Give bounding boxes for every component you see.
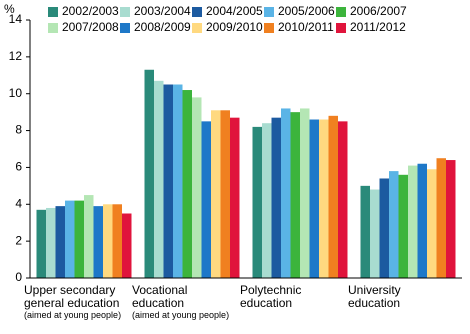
x-tick-label: University education: [348, 284, 448, 310]
legend-swatch: [336, 23, 346, 33]
y-tick-label: 6: [15, 160, 22, 174]
bar: [74, 200, 84, 278]
bar: [55, 206, 65, 278]
bar: [173, 84, 183, 278]
legend-label: 2004/2005: [206, 4, 263, 18]
legend-swatch: [264, 23, 274, 33]
category-label: University education: [348, 283, 401, 310]
legend-label: 2010/2011: [278, 20, 334, 34]
bar: [192, 97, 202, 279]
y-tick-label: 14: [9, 12, 23, 26]
bar: [370, 189, 380, 278]
x-tick-label: Polytechnic education: [240, 284, 340, 310]
x-tick-label: Upper secondary general education (aimed …: [24, 283, 124, 321]
bar: [271, 117, 281, 279]
legend-label: 2005/2006: [278, 4, 335, 18]
bar: [211, 110, 221, 278]
y-axis-label: %: [4, 2, 15, 16]
bar: [360, 185, 370, 278]
y-tick-label: 2: [15, 233, 22, 247]
bar: [328, 115, 338, 278]
bar: [65, 200, 75, 278]
legend-label: 2002/2003: [62, 4, 119, 18]
legend-swatch: [336, 7, 346, 17]
bar: [46, 207, 56, 278]
bar: [427, 169, 437, 278]
bar: [389, 171, 399, 278]
bar: [309, 119, 319, 278]
x-tick-label: Vocational education (aimed at young peop…: [132, 283, 232, 321]
bar: [408, 165, 418, 278]
bar: [154, 80, 164, 278]
legend-label: 2007/2008: [62, 20, 119, 34]
bar: [281, 108, 291, 278]
y-tick-label: 8: [15, 123, 22, 137]
category-note: (aimed at young people): [24, 310, 122, 320]
bar: [398, 174, 408, 278]
y-tick-label: 10: [9, 86, 23, 100]
legend-label: 2008/2009: [134, 20, 191, 34]
bar: [230, 117, 240, 279]
bar: [338, 121, 348, 278]
bar: [144, 69, 154, 278]
bar: [436, 158, 446, 278]
category-note: (aimed at young people): [132, 310, 230, 320]
y-tick-label: 0: [15, 270, 22, 284]
y-tick-label: 12: [9, 49, 23, 63]
bar: [112, 204, 122, 278]
category-label: Vocational education: [132, 283, 188, 310]
bar: [262, 123, 272, 278]
legend-label: 2006/2007: [350, 4, 407, 18]
bar: [252, 126, 262, 278]
bar: [300, 108, 310, 278]
bar: [103, 204, 113, 278]
bar: [290, 112, 300, 279]
y-tick-label: 4: [15, 196, 22, 210]
bar: [122, 213, 132, 278]
legend-swatch: [48, 7, 58, 17]
bar: [379, 178, 389, 278]
bar: [36, 209, 46, 278]
legend-swatch: [120, 7, 130, 17]
legend-swatch: [120, 23, 130, 33]
bar: [93, 206, 103, 278]
bar: [182, 90, 192, 279]
legend-label: 2003/2004: [134, 4, 191, 18]
bar: [220, 110, 230, 278]
category-label: Upper secondary general education: [24, 283, 120, 310]
legend-label: 2011/2012: [350, 20, 406, 34]
bar: [319, 119, 329, 278]
legend-swatch: [264, 7, 274, 17]
bar: [446, 160, 456, 278]
bar: [417, 163, 427, 278]
legend-swatch: [192, 7, 202, 17]
bar: [84, 195, 94, 278]
legend-label: 2009/2010: [206, 20, 263, 34]
category-label: Polytechnic education: [240, 283, 302, 310]
legend-swatch: [48, 23, 58, 33]
bar: [201, 121, 211, 278]
legend-swatch: [192, 23, 202, 33]
bar: [163, 84, 173, 278]
